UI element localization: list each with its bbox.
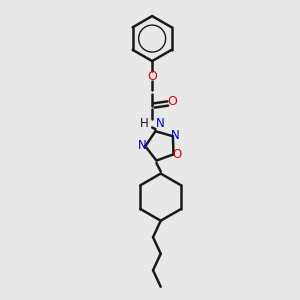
Text: N: N	[138, 139, 147, 152]
Text: N: N	[156, 117, 165, 130]
Text: O: O	[147, 70, 157, 83]
Text: O: O	[173, 148, 182, 161]
Text: H: H	[140, 117, 149, 130]
Text: O: O	[168, 95, 177, 108]
Text: N: N	[171, 129, 180, 142]
